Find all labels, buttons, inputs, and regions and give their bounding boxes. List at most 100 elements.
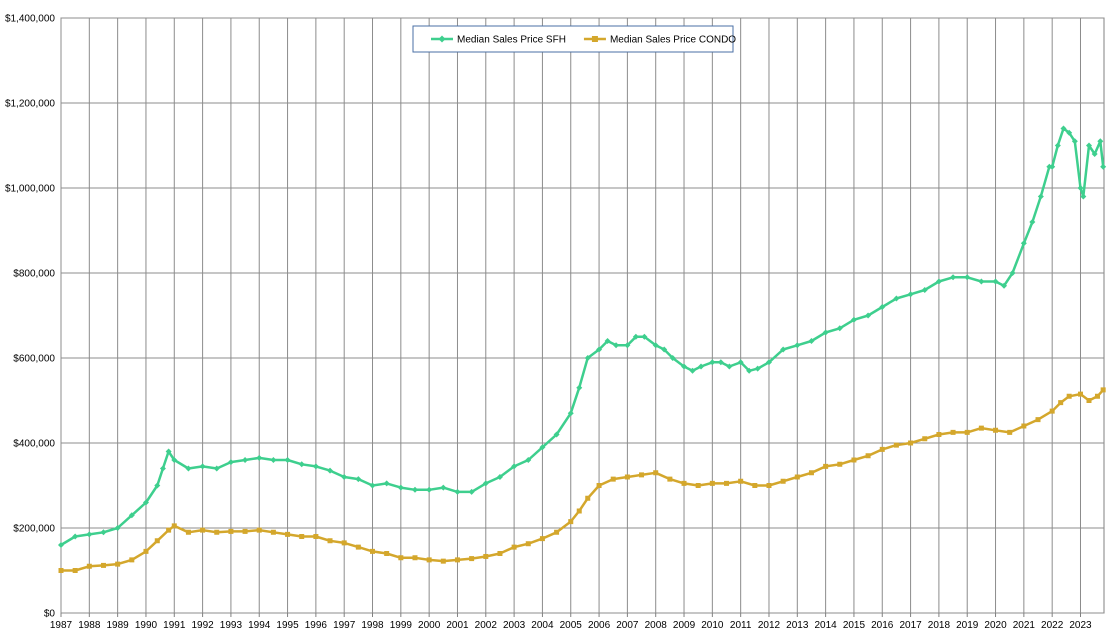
legend-box — [412, 25, 734, 53]
series-lines — [58, 125, 1107, 573]
data-point — [964, 429, 970, 435]
data-point — [610, 476, 616, 482]
data-point — [1021, 423, 1027, 429]
x-tick-label: 2016 — [871, 620, 894, 631]
data-point — [639, 472, 645, 478]
data-point — [652, 342, 659, 349]
data-point — [242, 457, 249, 463]
data-point — [689, 367, 696, 374]
data-point — [746, 367, 753, 374]
legend-swatch-marker — [438, 35, 446, 43]
data-point — [1037, 193, 1044, 200]
data-point — [978, 425, 984, 431]
data-point — [270, 457, 277, 463]
data-point — [893, 295, 900, 302]
data-point — [341, 540, 347, 546]
data-point — [765, 359, 772, 366]
data-point — [1029, 219, 1036, 225]
data-point — [482, 480, 489, 487]
data-point — [370, 548, 376, 554]
data-point — [681, 363, 688, 370]
data-point — [584, 355, 591, 361]
data-point — [511, 544, 517, 550]
x-tick-label: 1995 — [276, 620, 299, 631]
x-tick-label: 2001 — [446, 620, 469, 631]
data-point — [1020, 240, 1027, 247]
data-point — [794, 342, 801, 349]
x-tick-label: 1998 — [361, 620, 384, 631]
data-point — [1054, 142, 1061, 149]
x-tick-label: 1988 — [78, 620, 101, 631]
data-point — [724, 480, 730, 486]
data-point — [879, 446, 885, 452]
data-point — [993, 427, 999, 433]
data-point — [850, 316, 857, 323]
data-point — [454, 557, 460, 563]
data-point — [199, 463, 206, 470]
x-tick-label: 2023 — [1069, 620, 1092, 631]
y-tick-label: $800,000 — [13, 269, 55, 280]
data-point — [1091, 151, 1098, 157]
data-point — [214, 529, 220, 535]
data-point — [695, 483, 701, 488]
data-point — [411, 486, 418, 493]
data-point — [921, 287, 928, 293]
x-tick-label: 2000 — [418, 620, 441, 631]
x-tick-label: 2013 — [786, 620, 809, 631]
data-point — [738, 478, 744, 484]
data-point — [992, 278, 999, 285]
data-point — [86, 563, 92, 569]
data-point — [539, 536, 545, 542]
data-point — [837, 461, 843, 467]
data-point — [717, 359, 724, 366]
data-point — [384, 551, 390, 556]
data-point — [1049, 408, 1055, 414]
data-point — [1066, 129, 1073, 136]
data-point — [171, 457, 178, 463]
data-point — [58, 542, 64, 548]
data-point — [242, 528, 248, 534]
data-point — [576, 508, 582, 514]
data-point — [709, 480, 715, 486]
data-point — [865, 312, 872, 319]
data-point — [624, 474, 630, 480]
data-point — [284, 457, 291, 463]
x-tick-label: 2019 — [956, 620, 979, 631]
x-tick-label: 2005 — [560, 620, 583, 631]
data-point — [808, 470, 814, 476]
data-point — [497, 551, 503, 556]
data-point — [369, 482, 376, 489]
data-point — [780, 346, 787, 353]
data-point — [851, 457, 857, 463]
data-point — [964, 274, 971, 281]
data-point — [511, 463, 518, 470]
data-point — [1066, 393, 1072, 399]
x-tick-label: 1992 — [191, 620, 214, 631]
data-point — [440, 558, 446, 564]
data-point — [1058, 400, 1064, 406]
data-point — [698, 363, 705, 370]
data-point — [1060, 125, 1067, 132]
data-point — [327, 467, 334, 474]
data-point — [100, 529, 107, 536]
data-point — [154, 538, 160, 544]
data-point — [1071, 138, 1078, 145]
data-point — [299, 534, 305, 539]
data-point — [397, 484, 404, 491]
y-tick-label: $1,200,000 — [5, 99, 55, 110]
data-point — [398, 555, 404, 561]
data-point — [585, 495, 591, 501]
data-point — [1077, 391, 1083, 397]
legend-label: Median Sales Price SFH — [457, 35, 566, 46]
data-point — [1100, 387, 1106, 393]
data-point — [341, 474, 348, 480]
data-point — [58, 568, 64, 573]
x-tick-label: 2007 — [616, 620, 639, 631]
data-point — [661, 346, 668, 353]
data-point — [159, 465, 166, 472]
data-point — [454, 488, 461, 495]
data-point — [426, 557, 432, 563]
data-point — [312, 463, 319, 470]
